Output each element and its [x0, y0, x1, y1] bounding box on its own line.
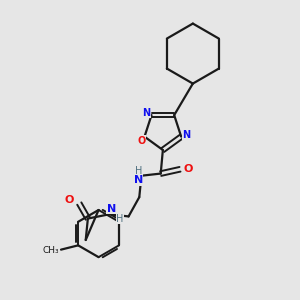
- Text: N: N: [134, 175, 143, 185]
- Text: H: H: [134, 167, 142, 176]
- Text: O: O: [65, 195, 74, 206]
- Text: N: N: [142, 108, 150, 118]
- Text: N: N: [182, 130, 190, 140]
- Text: N: N: [107, 204, 116, 214]
- Text: CH₃: CH₃: [42, 246, 59, 255]
- Text: O: O: [184, 164, 193, 174]
- Text: H: H: [116, 214, 124, 224]
- Text: O: O: [137, 136, 146, 146]
